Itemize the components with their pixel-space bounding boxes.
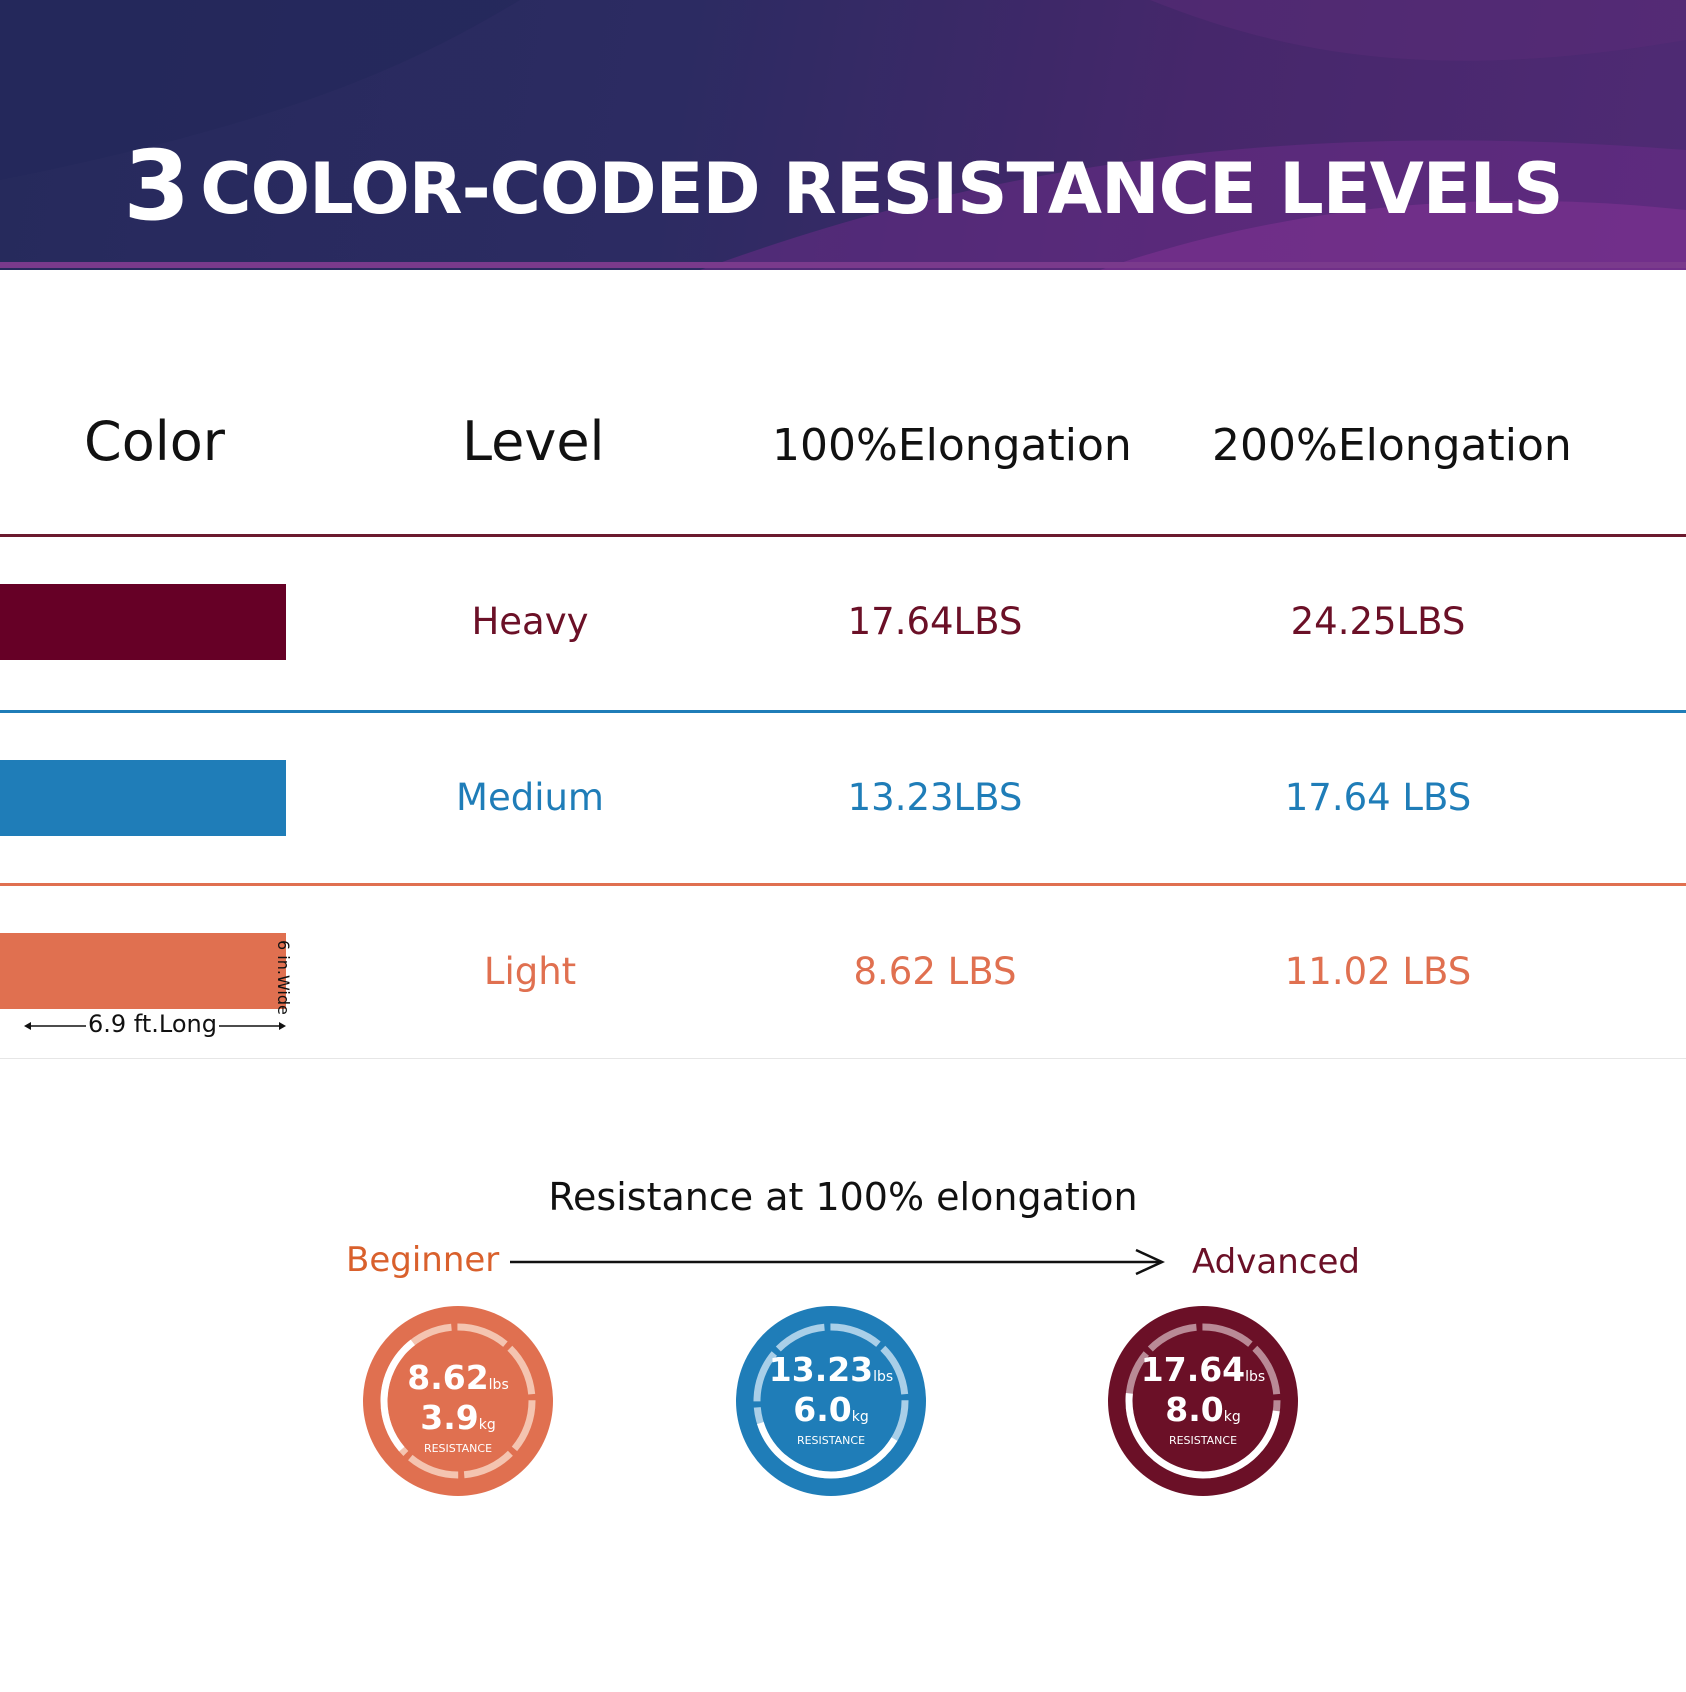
title-text: COLOR-CODED RESISTANCE LEVELS	[200, 148, 1563, 230]
badge-medium-kg: 6.0kg	[793, 1390, 869, 1429]
badge-medium: 13.23lbs 6.0kg RESISTANCE	[736, 1306, 926, 1496]
level-light: Light	[483, 950, 577, 993]
badge-heavy-tag: RESISTANCE	[1168, 1434, 1238, 1447]
elongation-100-light: 8.62 LBS	[853, 950, 1017, 993]
length-label: 6.9 ft.Long	[86, 1010, 219, 1038]
badge-medium-lbs: 13.23lbs	[768, 1350, 894, 1389]
color-swatch-medium	[0, 760, 286, 836]
progression-arrow-icon	[510, 1248, 1165, 1276]
badge-light-lbs: 8.62lbs	[407, 1358, 509, 1397]
row-divider-medium	[0, 710, 1686, 713]
badge-light-tag: RESISTANCE	[423, 1442, 493, 1455]
banner-bottom-stripe	[0, 262, 1686, 268]
row-divider-light	[0, 883, 1686, 886]
header-banner: 3 COLOR-CODED RESISTANCE LEVELS	[0, 0, 1686, 270]
badge-heavy-lbs: 17.64lbs	[1140, 1350, 1266, 1389]
header-elongation-100: 100%Elongation	[772, 420, 1132, 471]
elongation-100-medium: 13.23LBS	[847, 776, 1023, 819]
page-title: 3 COLOR-CODED RESISTANCE LEVELS	[0, 130, 1686, 242]
badge-ring-medium	[736, 1306, 926, 1496]
badge-light-kg: 3.9kg	[420, 1398, 496, 1437]
badge-heavy: 17.64lbs 8.0kg RESISTANCE	[1108, 1306, 1298, 1496]
banner-background-waves	[0, 0, 1686, 270]
badge-light: 8.62lbs 3.9kg RESISTANCE	[363, 1306, 553, 1496]
color-swatch-light	[0, 933, 286, 1009]
table-bottom-divider	[0, 1058, 1686, 1059]
level-heavy: Heavy	[471, 600, 589, 643]
elongation-200-light: 11.02 LBS	[1284, 950, 1472, 993]
badge-medium-tag: RESISTANCE	[796, 1434, 866, 1447]
elongation-200-medium: 17.64 LBS	[1284, 776, 1472, 819]
beginner-label: Beginner	[346, 1240, 500, 1280]
length-dimension: 6.9 ft.Long	[24, 1010, 286, 1040]
header-elongation-200: 200%Elongation	[1212, 420, 1572, 471]
title-number: 3	[123, 130, 191, 242]
badge-ring-heavy	[1108, 1306, 1298, 1496]
badge-heavy-kg: 8.0kg	[1165, 1390, 1241, 1429]
header-level: Level	[462, 410, 605, 473]
badge-ring-light	[363, 1306, 553, 1496]
level-medium: Medium	[456, 776, 604, 819]
elongation-200-heavy: 24.25LBS	[1290, 600, 1466, 643]
elongation-100-heavy: 17.64LBS	[847, 600, 1023, 643]
width-label: 6 in.Wide	[274, 940, 293, 1015]
advanced-label: Advanced	[1192, 1242, 1360, 1282]
resistance-title: Resistance at 100% elongation	[548, 1175, 1138, 1219]
row-divider-heavy	[0, 534, 1686, 537]
header-color: Color	[84, 410, 225, 473]
color-swatch-heavy	[0, 584, 286, 660]
